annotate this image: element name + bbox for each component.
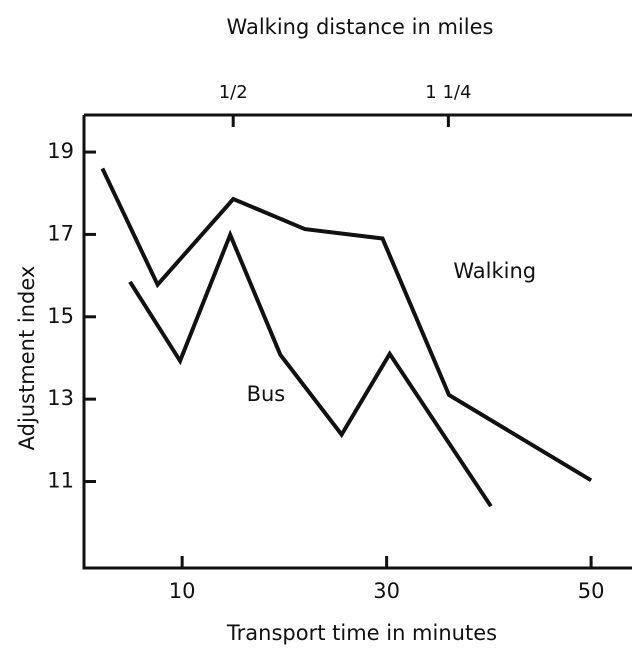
y-tick-label: 11 [47, 469, 74, 493]
top-tick-label: 1/2 [219, 82, 248, 103]
x-tick-label: 30 [373, 579, 400, 603]
top-axis-label: Walking distance in miles [227, 15, 494, 39]
top-tick-label: 1 1/4 [425, 82, 471, 103]
x-tick-label: 10 [169, 579, 196, 603]
series-label: Bus [247, 382, 286, 406]
x-axis-label: Transport time in minutes [226, 621, 497, 645]
y-tick-label: 19 [47, 139, 74, 163]
y-axis-label: Adjustment index [15, 266, 39, 451]
axes [82, 113, 632, 570]
y-tick-label: 13 [47, 386, 74, 410]
x-tick-label: 50 [578, 579, 605, 603]
series-line [100, 167, 593, 483]
series-line [128, 229, 493, 508]
y-tick-label: 15 [47, 304, 74, 328]
y-tick-label: 17 [47, 221, 74, 245]
series-label: Walking [453, 259, 536, 283]
